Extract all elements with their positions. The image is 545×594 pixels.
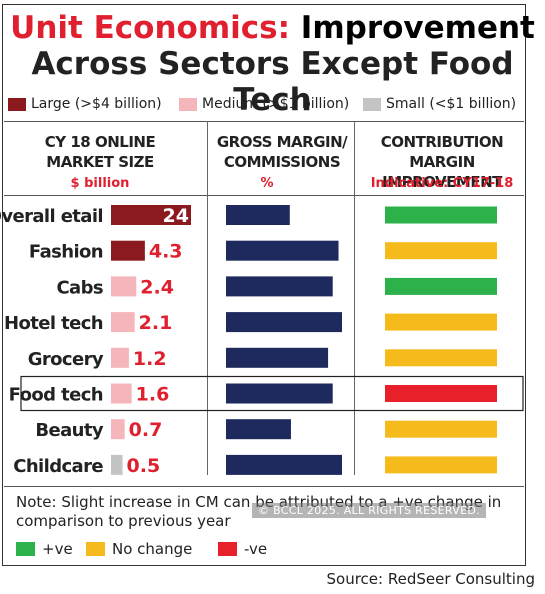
market-size-value-hotel-tech: 2.1 (139, 312, 173, 334)
source-credit: Source: RedSeer Consulting (326, 570, 535, 588)
cm-key-swatch-negative (218, 542, 237, 556)
market-size-value-cabs: 2.4 (140, 276, 174, 298)
table-divider-bottom (4, 486, 524, 487)
column-divider-2 (354, 121, 355, 475)
header-divider-top (4, 121, 524, 122)
cm-indicator-fashion (385, 242, 497, 260)
legend-item-small: Small (<$1 billion) (363, 96, 516, 112)
cm-indicator-childcare (385, 456, 497, 474)
cm-key-label-negative: -ve (244, 540, 268, 558)
column-divider-1 (207, 121, 208, 475)
header-divider-bottom (4, 195, 524, 196)
column-unit-market: $ billion (70, 176, 130, 191)
watermark: © BCCL 2025. ALL RIGHTS RESERVED. (252, 503, 486, 518)
cm-key-label-nochange: No change (112, 540, 193, 558)
market-size-bar-fashion (111, 240, 145, 261)
margin-bar-hotel-tech (226, 312, 342, 333)
legend-label-small: Small (<$1 billion) (386, 96, 517, 112)
market-size-bar-beauty (111, 419, 125, 440)
column-unit-cm: Indicative: CY17-18 (370, 176, 514, 191)
column-header-cm: CONTRIBUTION MARGIN IMPROVEMENT (380, 133, 504, 191)
cm-indicator-hotel-tech (385, 313, 497, 331)
row-label-hotel-tech: Hotel tech (4, 313, 103, 334)
market-size-value-beauty: 0.7 (129, 419, 163, 441)
market-size-bar-food-tech (111, 383, 132, 404)
row-label-overall-etail: Overall etail (0, 206, 103, 227)
row-label-fashion: Fashion (29, 242, 103, 263)
legend-item-medium: Medium (>$1 billion) (179, 96, 349, 112)
highlight-box-food-tech (20, 375, 524, 412)
cm-indicator-overall-etail (385, 206, 497, 224)
column-header-margin: GROSS MARGIN/ COMMISSIONS (216, 133, 348, 171)
cm-key-swatch-nochange (86, 542, 105, 556)
legend-swatch-medium (179, 97, 197, 111)
legend-item-large: Large (>$4 billion) (8, 96, 162, 112)
title-rest: Improvement (300, 10, 535, 46)
cm-key-item-nochange: No change (86, 540, 192, 558)
cm-indicator-grocery (385, 349, 497, 367)
margin-bar-fashion (226, 240, 339, 261)
market-size-value-childcare: 0.5 (127, 455, 161, 477)
margin-bar-grocery (226, 347, 329, 368)
market-size-bar-grocery (111, 347, 129, 368)
margin-bar-overall-etail (226, 205, 290, 225)
chart-title-line1: Unit Economics: Improvement (0, 10, 545, 46)
market-size-bar-cabs (111, 276, 137, 297)
cm-key-label-positive: +ve (42, 540, 73, 558)
legend-swatch-small (363, 97, 381, 111)
margin-bar-beauty (226, 419, 291, 440)
column-unit-margin: % (260, 176, 274, 191)
margin-bar-childcare (226, 454, 342, 475)
cm-indicator-cabs (385, 277, 497, 295)
cm-indicator-food-tech (385, 385, 497, 402)
row-label-cabs: Cabs (56, 277, 103, 298)
market-size-bar-overall-etail (111, 205, 191, 225)
row-label-childcare: Childcare (13, 456, 103, 477)
chart-title-line2: Across Sectors Except Food Tech (31, 46, 514, 118)
column-header-market: CY 18 ONLINE MARKET SIZE (44, 133, 156, 171)
legend-label-large: Large (>$4 billion) (31, 96, 162, 112)
margin-bar-cabs (226, 276, 333, 297)
market-size-bar-hotel-tech (111, 312, 135, 333)
market-size-bar-childcare (111, 454, 123, 475)
row-label-beauty: Beauty (35, 420, 103, 441)
legend-swatch-large (8, 97, 26, 111)
row-label-grocery: Grocery (28, 349, 104, 370)
margin-bar-food-tech (226, 383, 333, 404)
market-size-value-grocery: 1.2 (133, 348, 167, 370)
market-size-value-food-tech: 1.6 (136, 384, 170, 406)
title-highlight: Unit Economics: (10, 10, 290, 46)
chart-frame (2, 4, 526, 566)
cm-key-item-negative: -ve (218, 540, 267, 558)
row-label-food-tech: Food tech (9, 385, 103, 406)
cm-indicator-beauty (385, 420, 497, 438)
cm-key-item-positive: +ve (16, 540, 73, 558)
cm-key-swatch-positive (16, 542, 35, 556)
legend-label-medium: Medium (>$1 billion) (202, 96, 350, 112)
market-size-value-overall-etail: 24 (163, 205, 189, 227)
market-size-value-fashion: 4.3 (149, 241, 183, 263)
